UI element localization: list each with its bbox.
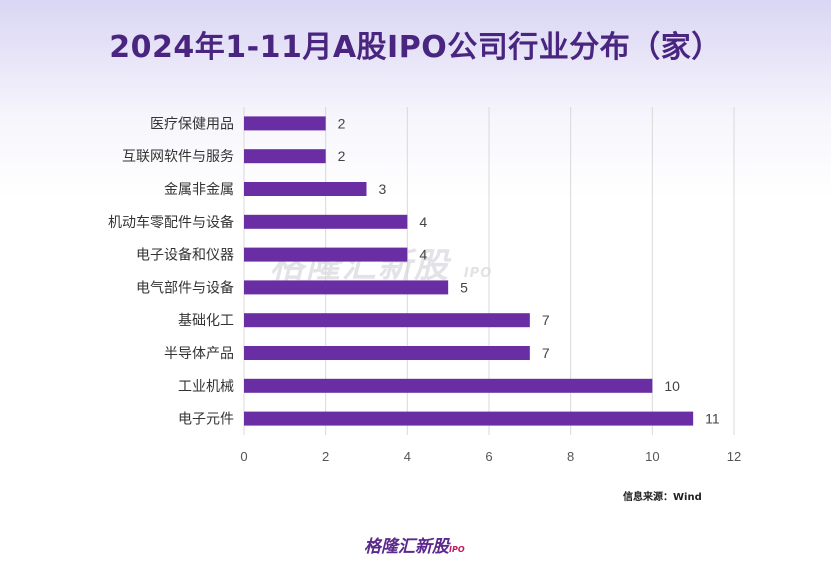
value-label: 4 bbox=[419, 214, 427, 230]
logo-text: 格隆汇新股 bbox=[364, 537, 449, 557]
category-label: 半导体产品 bbox=[164, 346, 234, 362]
x-tick-labels: 0 2 4 6 8 10 12 bbox=[240, 449, 741, 464]
category-label: 工业机械 bbox=[178, 379, 234, 395]
category-label: 电子设备和仪器 bbox=[136, 247, 234, 264]
logo-sub: IPO bbox=[449, 545, 465, 554]
source-note: 信息来源：Wind bbox=[623, 492, 702, 503]
category-label: 金属非金属 bbox=[164, 182, 234, 198]
x-tick-label: 4 bbox=[404, 449, 411, 464]
bar bbox=[244, 247, 408, 262]
x-tick-label: 8 bbox=[567, 449, 574, 464]
x-tick-label: 12 bbox=[727, 449, 741, 464]
brand-logo: 格隆汇新股IPO bbox=[364, 532, 465, 557]
category-label: 电子元件 bbox=[178, 412, 234, 428]
bar bbox=[244, 378, 653, 393]
value-label: 4 bbox=[419, 247, 427, 263]
value-label: 10 bbox=[664, 378, 680, 394]
x-tick-label: 10 bbox=[645, 449, 659, 464]
bar bbox=[244, 411, 694, 426]
value-label: 5 bbox=[460, 279, 468, 295]
bar bbox=[244, 214, 408, 229]
bar bbox=[244, 346, 530, 360]
value-label: 11 bbox=[705, 411, 720, 427]
bar bbox=[244, 116, 326, 131]
category-label: 基础化工 bbox=[178, 312, 234, 329]
value-label: 7 bbox=[542, 345, 550, 361]
chart-title: 2024年1-11月A股IPO公司行业分布（家） bbox=[109, 30, 722, 65]
bar bbox=[244, 182, 367, 196]
bars bbox=[244, 116, 694, 426]
bar bbox=[244, 149, 326, 164]
category-labels: 医疗保健用品互联网软件与服务金属非金属机动车零配件与设备电子设备和仪器电气部件与… bbox=[108, 116, 234, 427]
value-label: 2 bbox=[338, 148, 346, 164]
x-tick-label: 6 bbox=[485, 449, 492, 464]
bar bbox=[244, 280, 449, 295]
category-label: 医疗保健用品 bbox=[150, 116, 234, 132]
x-tick-label: 0 bbox=[240, 449, 247, 464]
value-labels: 2 2 3 4 4 5 7 7 10 11 bbox=[338, 115, 720, 426]
category-label: 机动车零配件与设备 bbox=[108, 214, 234, 231]
bar bbox=[244, 313, 530, 328]
x-tick-label: 2 bbox=[322, 449, 329, 464]
category-label: 电气部件与设备 bbox=[136, 279, 234, 296]
watermark-sub: IPO bbox=[463, 266, 493, 281]
value-label: 3 bbox=[379, 181, 387, 197]
value-label: 7 bbox=[542, 312, 550, 328]
value-label: 2 bbox=[338, 115, 346, 131]
category-label: 互联网软件与服务 bbox=[122, 149, 234, 165]
